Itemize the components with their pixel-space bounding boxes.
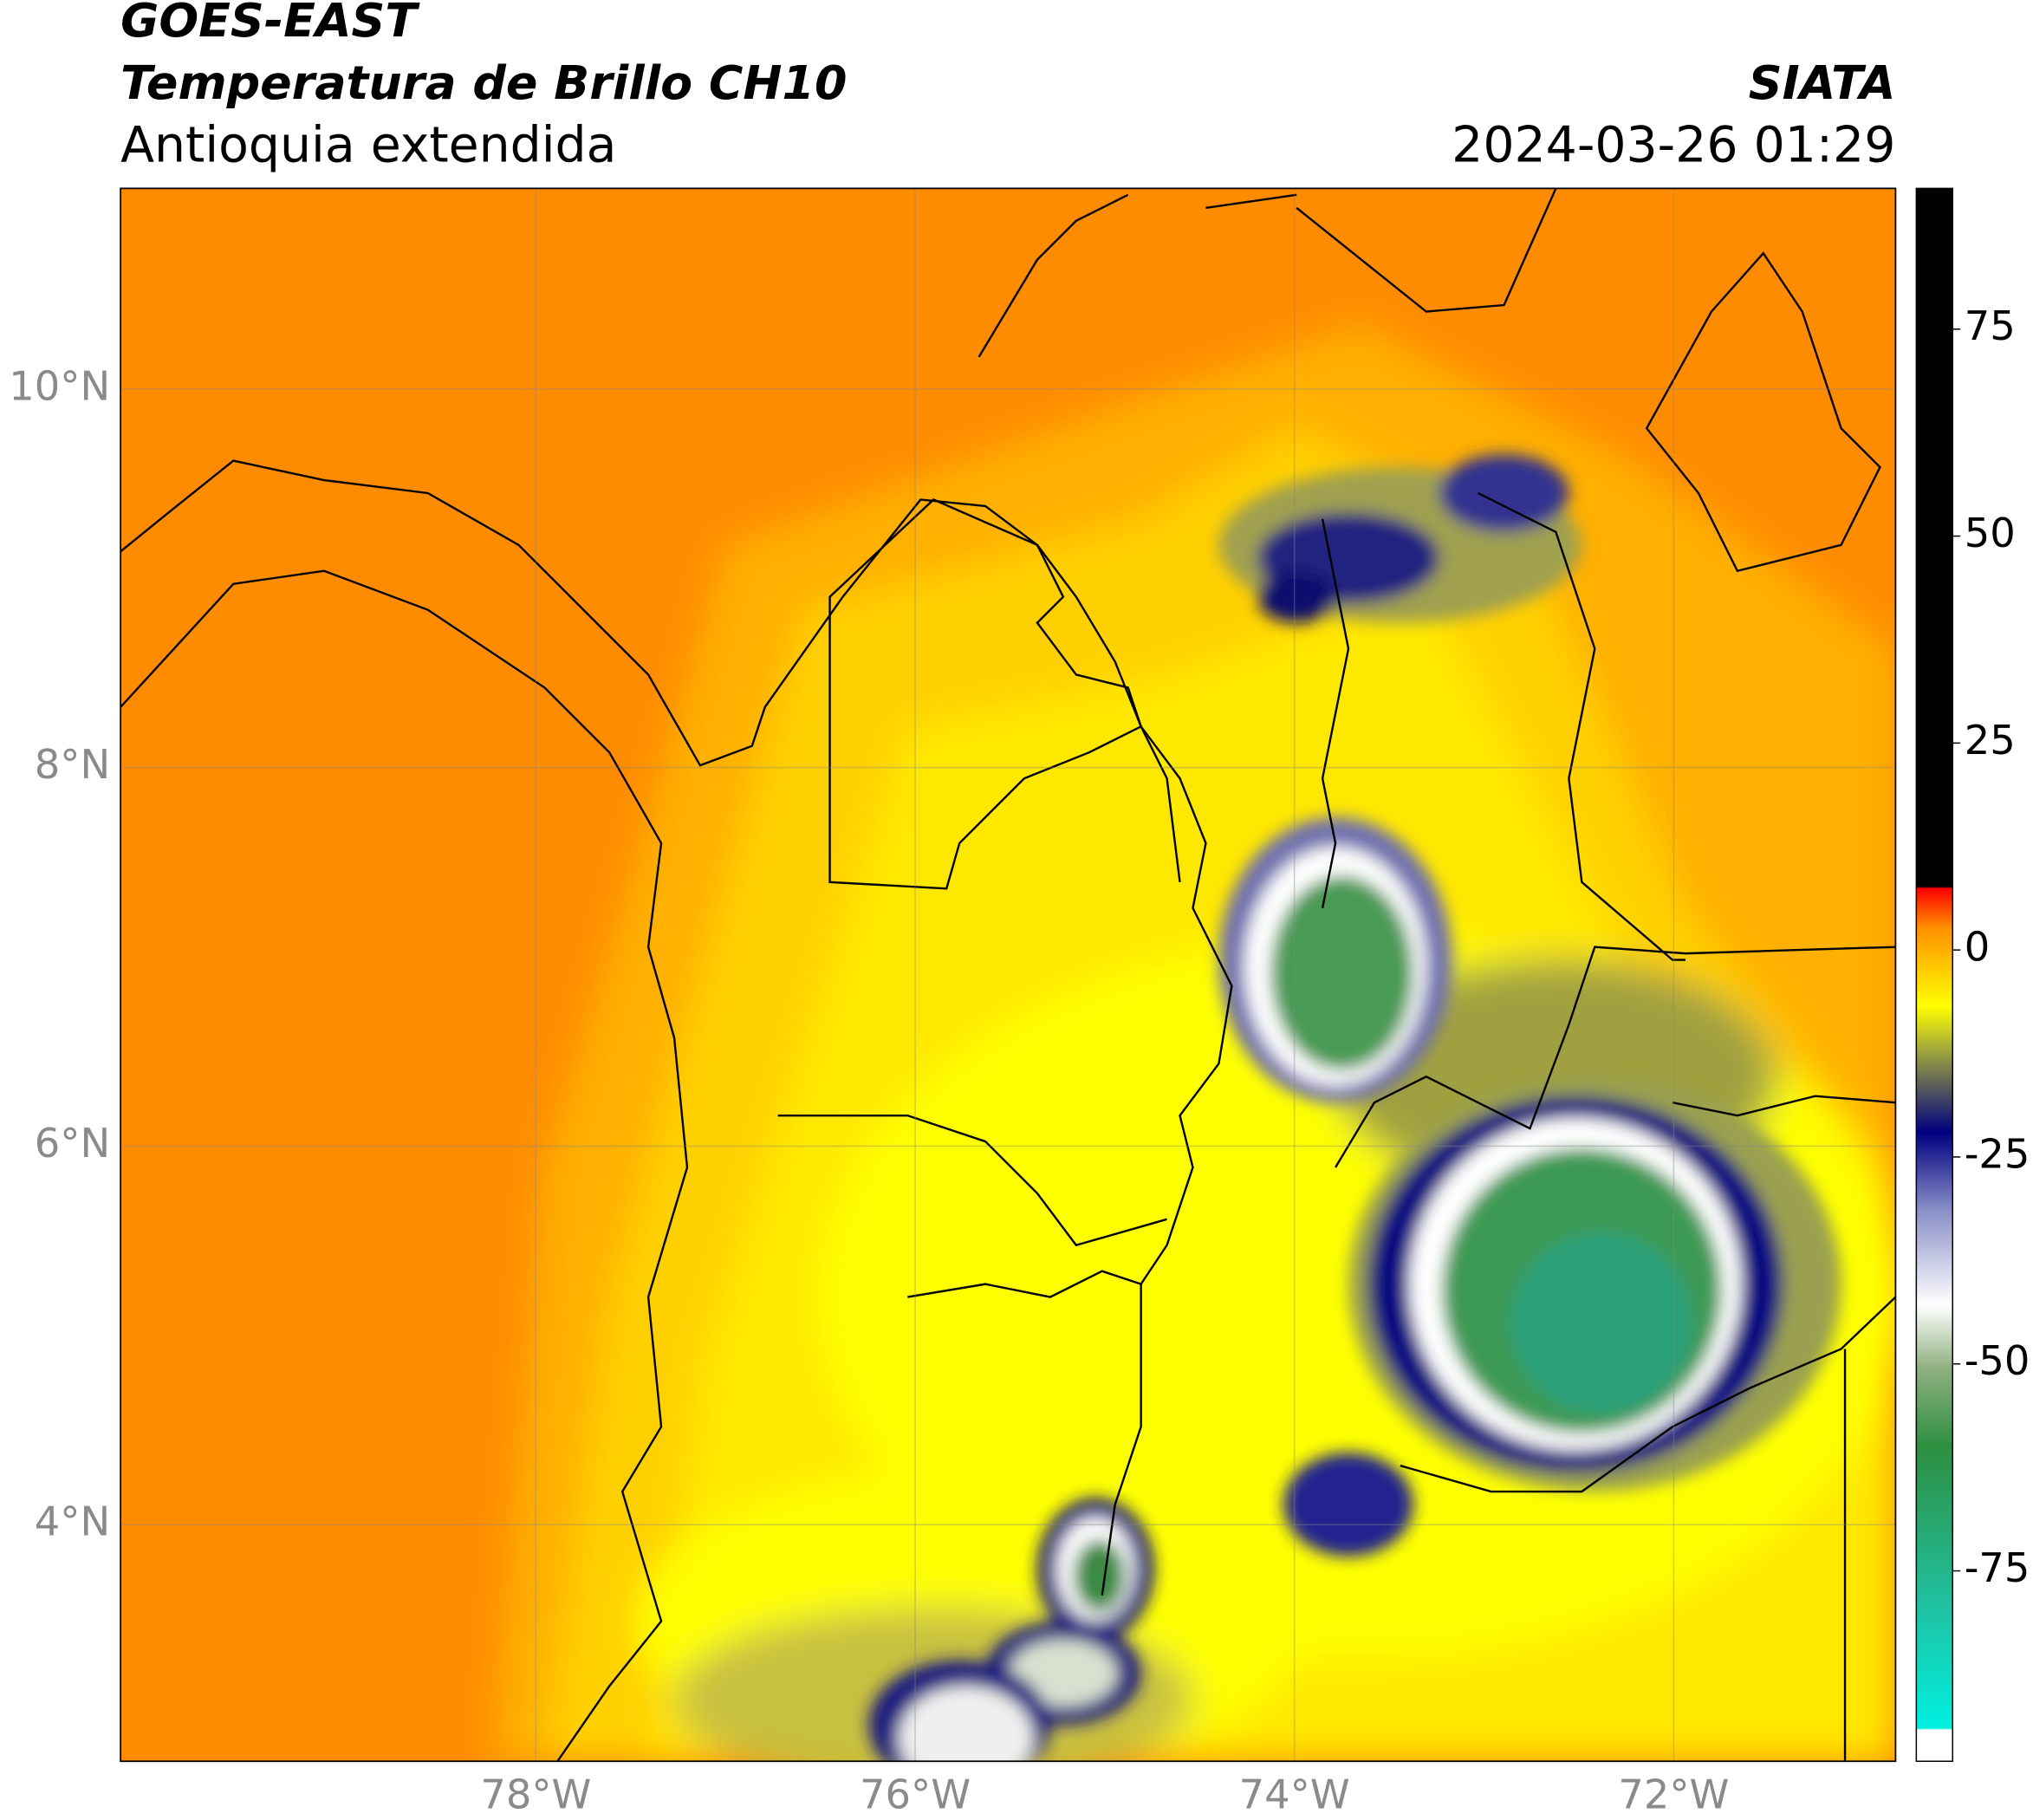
satellite-image	[120, 188, 1896, 1762]
datetime-label: 2024-03-26 01:29	[1452, 117, 1895, 174]
product-title: Temperatura de Brillo CH10	[120, 55, 847, 110]
lat-tick-label: 4°N	[35, 1498, 110, 1545]
lat-tick-label: 6°N	[35, 1120, 110, 1167]
boundaries	[120, 188, 1896, 1762]
lon-tick-label: 76°W	[860, 1771, 971, 1818]
colorbar-tick-label: 50	[1965, 510, 2016, 556]
lat-tick-label: 10°N	[9, 362, 110, 409]
colorbar-tick-label: -75	[1965, 1544, 2030, 1591]
colorbar-tick-label: 25	[1965, 717, 2016, 764]
region-subtitle: Antioquia extendida	[120, 117, 616, 174]
lon-tick-label: 72°W	[1618, 1771, 1729, 1818]
colorbar-tick-label: -50	[1965, 1337, 2030, 1384]
agency-label: SIATA	[1749, 55, 1896, 110]
map-frame	[120, 187, 1897, 1763]
colorbar-tick-label: 0	[1965, 924, 1991, 971]
lat-tick-label: 8°N	[35, 741, 110, 788]
colorbar-tick-label: 75	[1965, 302, 2016, 349]
satellite-title: GOES-EAST	[120, 0, 420, 48]
colorbar	[1915, 187, 1953, 1762]
lon-tick-label: 74°W	[1239, 1771, 1350, 1818]
lon-tick-label: 78°W	[480, 1771, 591, 1818]
colorbar-tick-label: -25	[1965, 1130, 2030, 1177]
